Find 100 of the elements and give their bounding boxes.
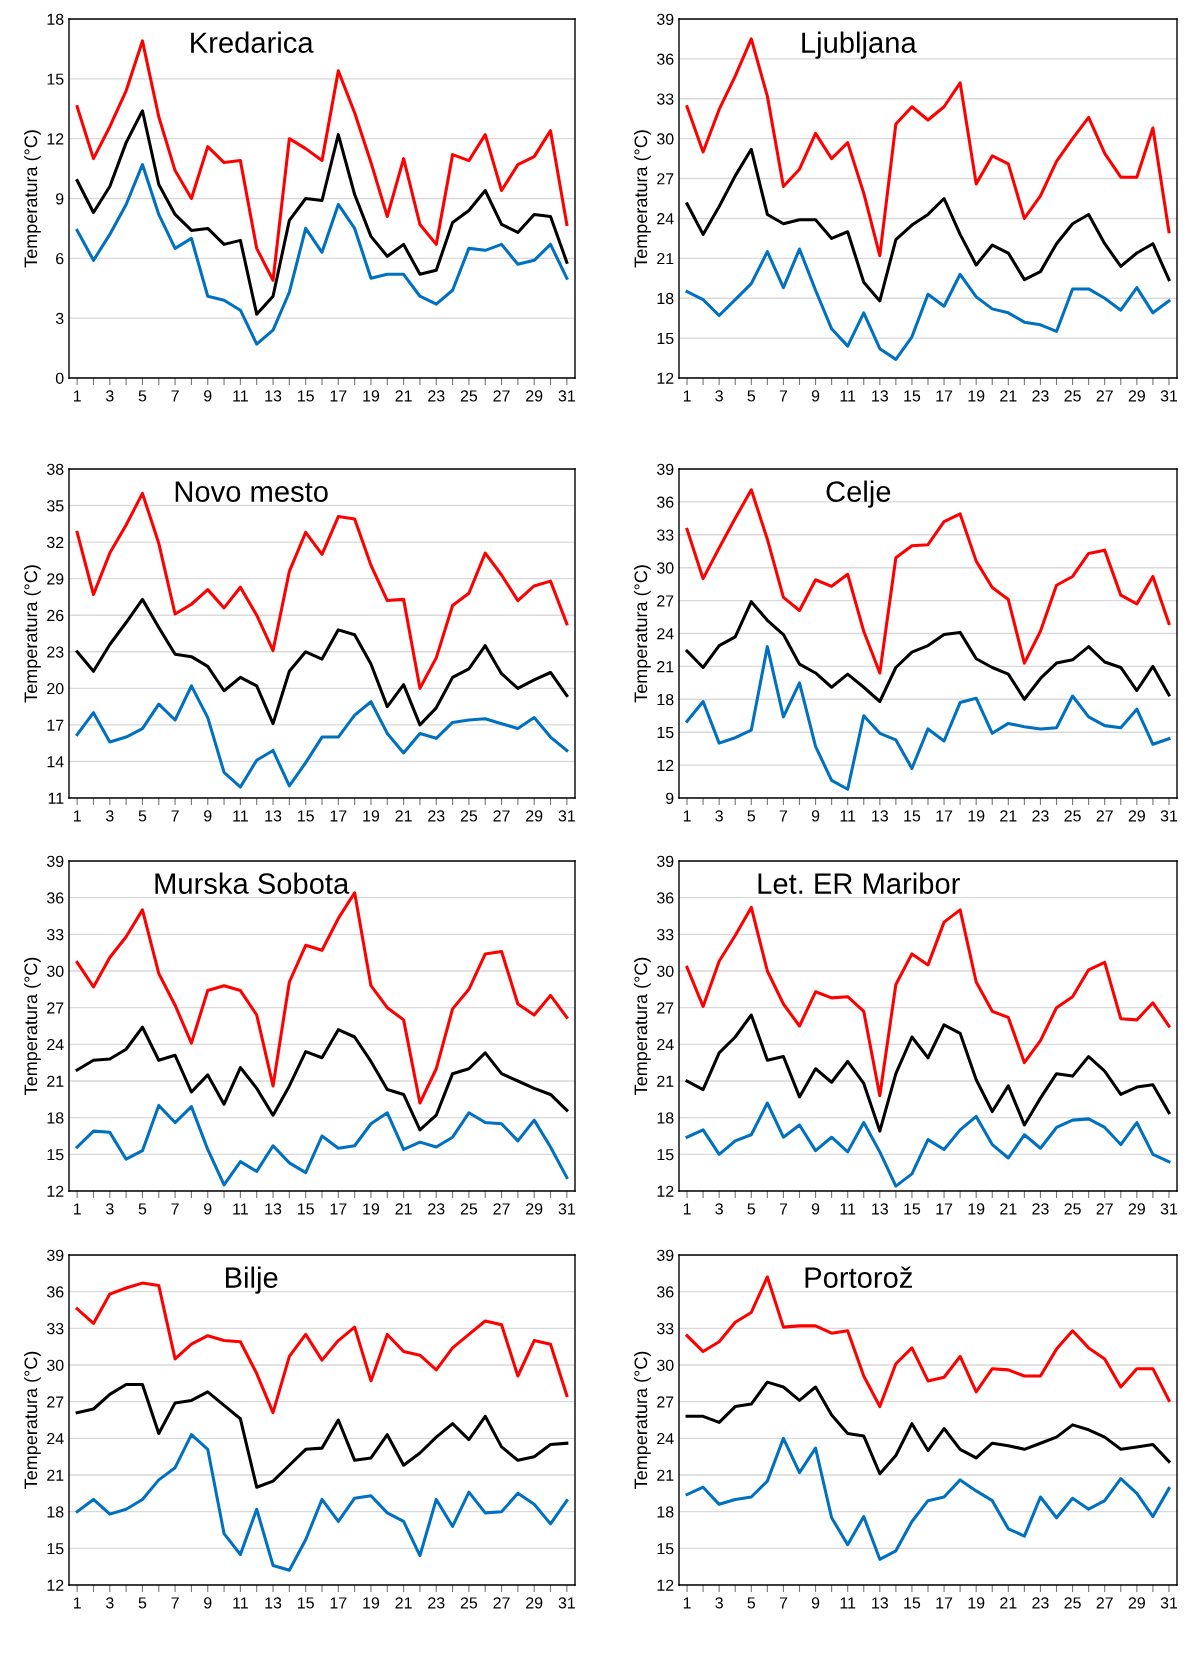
x-tick-label: 23 <box>428 390 445 402</box>
y-tick-label: 26 <box>47 609 64 622</box>
x-tick-label: 9 <box>811 1597 820 1609</box>
x-tick-label: 21 <box>395 810 412 822</box>
y-tick-label: 12 <box>47 133 64 145</box>
x-tick-label: 25 <box>1064 390 1081 402</box>
line-series <box>75 1025 569 1132</box>
x-tick-label: 29 <box>526 390 543 402</box>
y-tick-label: 27 <box>47 1002 64 1014</box>
x-tick-label: 15 <box>904 1597 921 1609</box>
y-tick-label: 36 <box>46 1286 64 1298</box>
y-tick-label: 39 <box>656 1249 674 1261</box>
x-tick-label: 7 <box>779 810 788 822</box>
x-tick-label: 15 <box>904 810 921 822</box>
y-tick-label: 15 <box>657 727 674 739</box>
x-tick-label: 15 <box>298 1203 314 1215</box>
x-tick-label: 17 <box>936 810 953 822</box>
x-tick-label: 3 <box>105 810 114 822</box>
y-tick-label: 14 <box>47 756 64 768</box>
line-series <box>75 1383 569 1489</box>
x-tick-label: 9 <box>811 390 820 402</box>
x-tick-label: 3 <box>715 1203 723 1215</box>
x-tick-label: 23 <box>1032 1597 1049 1609</box>
y-tick-label: 21 <box>47 1075 64 1087</box>
x-tick-label: 25 <box>460 810 478 822</box>
x-tick-label: 31 <box>558 390 575 402</box>
y-tick-label: 36 <box>46 892 64 904</box>
y-tick-label: 35 <box>46 500 64 512</box>
x-tick-label: 13 <box>872 1597 888 1609</box>
y-tick-label: 24 <box>657 628 674 640</box>
y-tick-label: 9 <box>56 193 64 205</box>
x-tick-label: 21 <box>1000 390 1017 402</box>
x-tick-label: 27 <box>1096 1203 1113 1215</box>
y-tick-label: 21 <box>657 661 674 673</box>
y-tick-label: 11 <box>48 792 64 804</box>
x-tick-label: 27 <box>1096 390 1113 402</box>
x-tick-label: 19 <box>363 810 380 822</box>
y-tick-label: 33 <box>46 928 64 941</box>
x-tick-label: 21 <box>1000 810 1017 822</box>
y-tick-label: 24 <box>657 1038 674 1051</box>
x-tick-label: 15 <box>298 1597 314 1609</box>
x-tick-label: 25 <box>1064 1203 1081 1215</box>
x-tick-label: 3 <box>105 1597 114 1609</box>
x-tick-label: 21 <box>1000 1203 1017 1215</box>
x-tick-label: 15 <box>298 810 314 822</box>
y-axis-title: Temperatura (°C) <box>633 130 651 268</box>
y-tick-label: 38 <box>46 463 64 475</box>
y-tick-label: 33 <box>656 928 674 941</box>
x-tick-label: 11 <box>840 810 856 822</box>
line-series <box>685 1436 1171 1561</box>
x-tick-label: 31 <box>1160 810 1178 822</box>
y-tick-label: 18 <box>657 292 674 305</box>
y-tick-label: 15 <box>657 1543 674 1555</box>
y-axis-title: Temperatura (°C) <box>23 957 41 1095</box>
x-tick-label: 31 <box>558 1597 575 1609</box>
y-tick-label: 15 <box>47 1543 64 1555</box>
y-tick-label: 33 <box>656 1322 674 1335</box>
y-tick-label: 39 <box>656 13 674 25</box>
x-tick-label: 29 <box>1128 390 1145 402</box>
chart-title: Portorož <box>805 1266 912 1288</box>
y-tick-label: 21 <box>657 1469 674 1481</box>
x-tick-label: 15 <box>904 390 921 402</box>
x-tick-label: 21 <box>395 390 412 402</box>
x-tick-label: 7 <box>171 1203 179 1215</box>
x-tick-label: 13 <box>872 390 888 402</box>
x-tick-label: 31 <box>558 1203 575 1215</box>
x-tick-label: 13 <box>265 1597 282 1609</box>
y-tick-label: 15 <box>47 1149 64 1161</box>
x-tick-label: 1 <box>683 390 691 402</box>
x-tick-label: 1 <box>683 1203 691 1215</box>
y-tick-label: 39 <box>46 855 64 867</box>
y-tick-label: 9 <box>666 792 674 804</box>
x-tick-label: 21 <box>1000 1597 1017 1609</box>
x-tick-label: 31 <box>1160 390 1178 402</box>
y-tick-label: 36 <box>656 53 674 65</box>
x-tick-label: 25 <box>1064 810 1081 822</box>
line-series <box>685 905 1171 1098</box>
x-tick-label: 17 <box>936 1203 953 1215</box>
y-axis-title: Temperatura (°C) <box>23 565 41 703</box>
x-tick-label: 11 <box>233 1203 248 1215</box>
x-tick-label: 25 <box>1064 1597 1081 1609</box>
x-tick-label: 27 <box>1096 810 1113 822</box>
x-tick-label: 27 <box>493 1203 510 1215</box>
x-tick-label: 17 <box>330 1597 347 1609</box>
x-tick-label: 3 <box>715 810 723 822</box>
y-tick-label: 0 <box>55 372 64 384</box>
y-tick-label: 27 <box>657 173 674 185</box>
y-tick-label: 21 <box>47 1469 64 1481</box>
x-tick-label: 25 <box>460 1597 478 1609</box>
x-tick-label: 17 <box>330 390 347 402</box>
y-tick-label: 12 <box>657 1185 674 1197</box>
y-axis-title: Temperatura (°C) <box>23 130 41 268</box>
line-series <box>75 163 569 346</box>
x-tick-label: 7 <box>779 390 788 402</box>
x-tick-label: 29 <box>526 1597 543 1609</box>
x-tick-label: 9 <box>204 1597 212 1609</box>
x-tick-label: 13 <box>872 1203 888 1215</box>
x-tick-label: 1 <box>73 390 81 402</box>
x-tick-label: 7 <box>171 390 179 402</box>
x-tick-label: 19 <box>363 1597 380 1609</box>
